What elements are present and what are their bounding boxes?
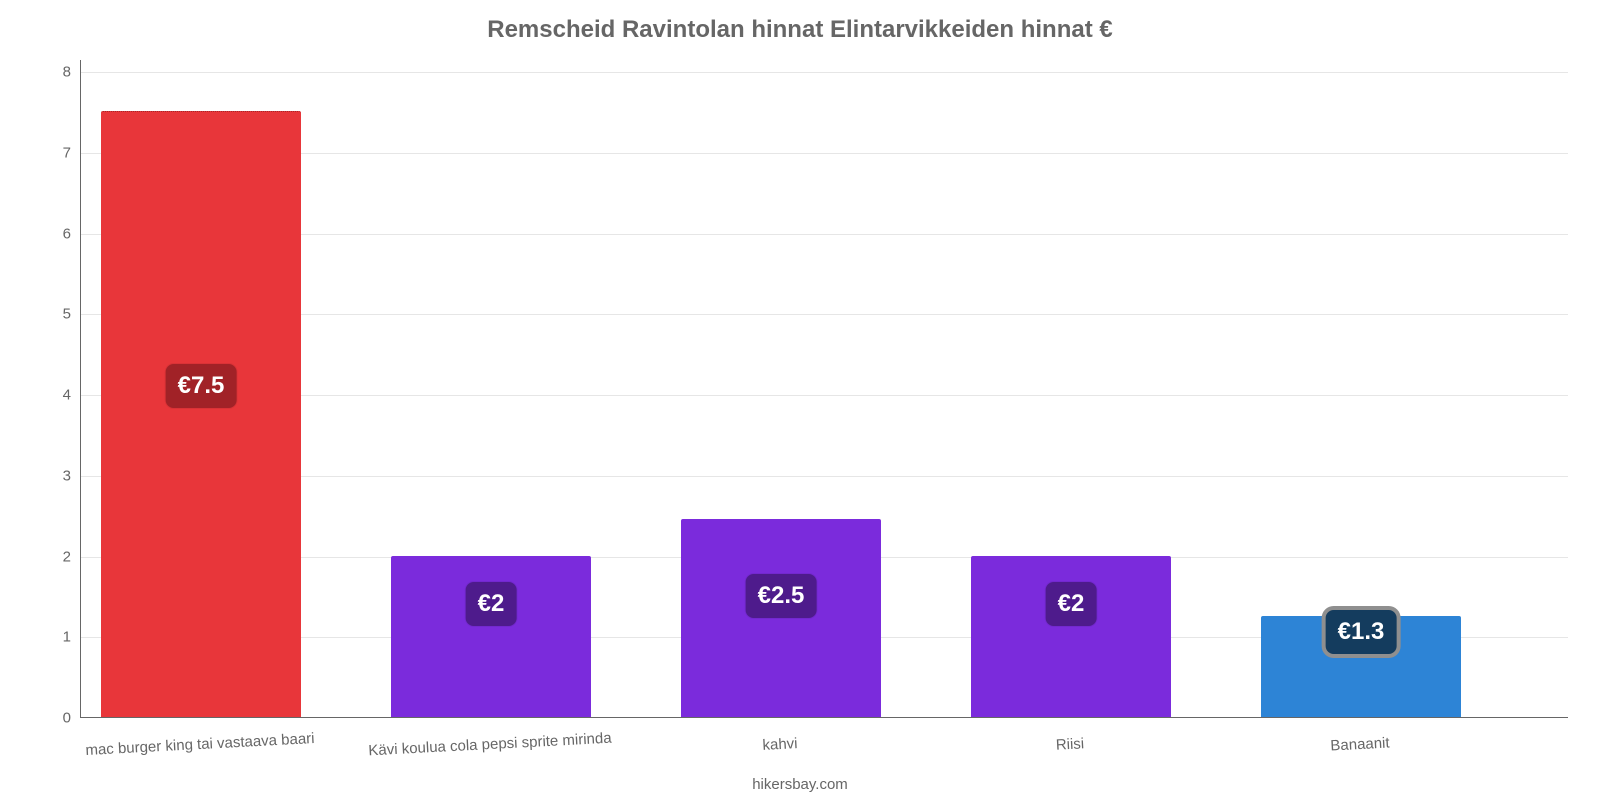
bar: €7.5 [101, 111, 301, 717]
attribution-text: hikersbay.com [0, 776, 1600, 793]
gridline [81, 153, 1568, 154]
x-tick-label: kahvi [762, 735, 798, 754]
bar: €2.5 [681, 519, 881, 717]
value-badge: €2 [466, 582, 517, 626]
chart-title: Remscheid Ravintolan hinnat Elintarvikke… [0, 16, 1600, 44]
bar: €2 [391, 556, 591, 717]
bar: €1.3 [1261, 616, 1461, 717]
gridline [81, 476, 1568, 477]
gridline [81, 314, 1568, 315]
gridline [81, 395, 1568, 396]
y-tick-label: 7 [63, 144, 81, 161]
y-tick-label: 0 [63, 710, 81, 727]
x-tick-label: Kävi koulua cola pepsi sprite mirinda [368, 730, 612, 760]
x-tick-label: mac burger king tai vastaava baari [85, 730, 315, 759]
plot-area: 012345678€7.5€2€2.5€2€1.3 [80, 60, 1568, 718]
value-badge: €1.3 [1326, 610, 1397, 654]
y-tick-label: 3 [63, 467, 81, 484]
value-badge: €2 [1046, 582, 1097, 626]
bar: €2 [971, 556, 1171, 717]
x-tick-label: Banaanit [1330, 734, 1390, 754]
gridline [81, 72, 1568, 73]
chart-container: Remscheid Ravintolan hinnat Elintarvikke… [0, 0, 1600, 800]
value-badge: €7.5 [166, 364, 237, 408]
gridline [81, 234, 1568, 235]
y-tick-label: 1 [63, 629, 81, 646]
y-tick-label: 8 [63, 64, 81, 81]
y-tick-label: 5 [63, 306, 81, 323]
y-tick-label: 4 [63, 387, 81, 404]
y-tick-label: 6 [63, 225, 81, 242]
value-badge: €2.5 [746, 574, 817, 618]
y-tick-label: 2 [63, 548, 81, 565]
x-tick-label: Riisi [1055, 735, 1084, 753]
